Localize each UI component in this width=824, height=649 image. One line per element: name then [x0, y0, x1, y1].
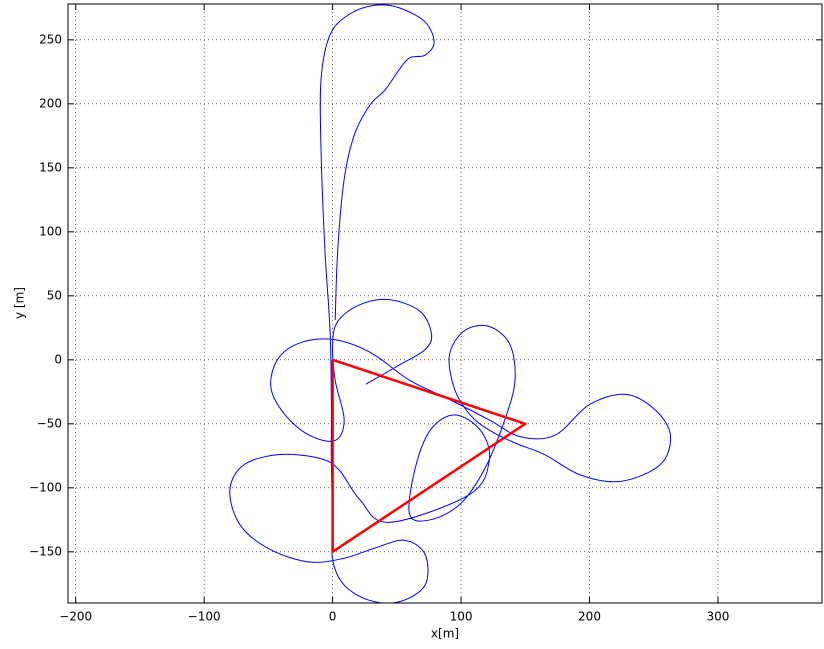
y-tick-label: 50: [47, 288, 62, 302]
trajectory-line: [331, 358, 527, 554]
axes-box: [67, 3, 823, 604]
plot-clip: [229, 4, 672, 603]
y-tick-label: −150: [29, 544, 62, 558]
x-tick-label: −100: [188, 610, 221, 624]
x-tick-label: 200: [578, 610, 601, 624]
plot-area: [68, 4, 822, 603]
trajectory-line: [229, 4, 672, 603]
y-axis-label: y [m]: [13, 287, 27, 319]
y-tick-label: −100: [29, 480, 62, 494]
x-tick-label: 300: [707, 610, 730, 624]
x-axis-label: x[m]: [431, 627, 459, 641]
x-tick-label: −200: [59, 610, 92, 624]
y-tick-label: 100: [39, 224, 62, 238]
y-tick-label: 150: [39, 160, 62, 174]
y-tick-label: −50: [37, 416, 62, 430]
y-tick-label: 0: [54, 352, 62, 366]
y-tick-label: 250: [39, 32, 62, 46]
x-tick-label: 0: [329, 610, 337, 624]
x-tick-label: 100: [450, 610, 473, 624]
y-tick-label: 200: [39, 96, 62, 110]
